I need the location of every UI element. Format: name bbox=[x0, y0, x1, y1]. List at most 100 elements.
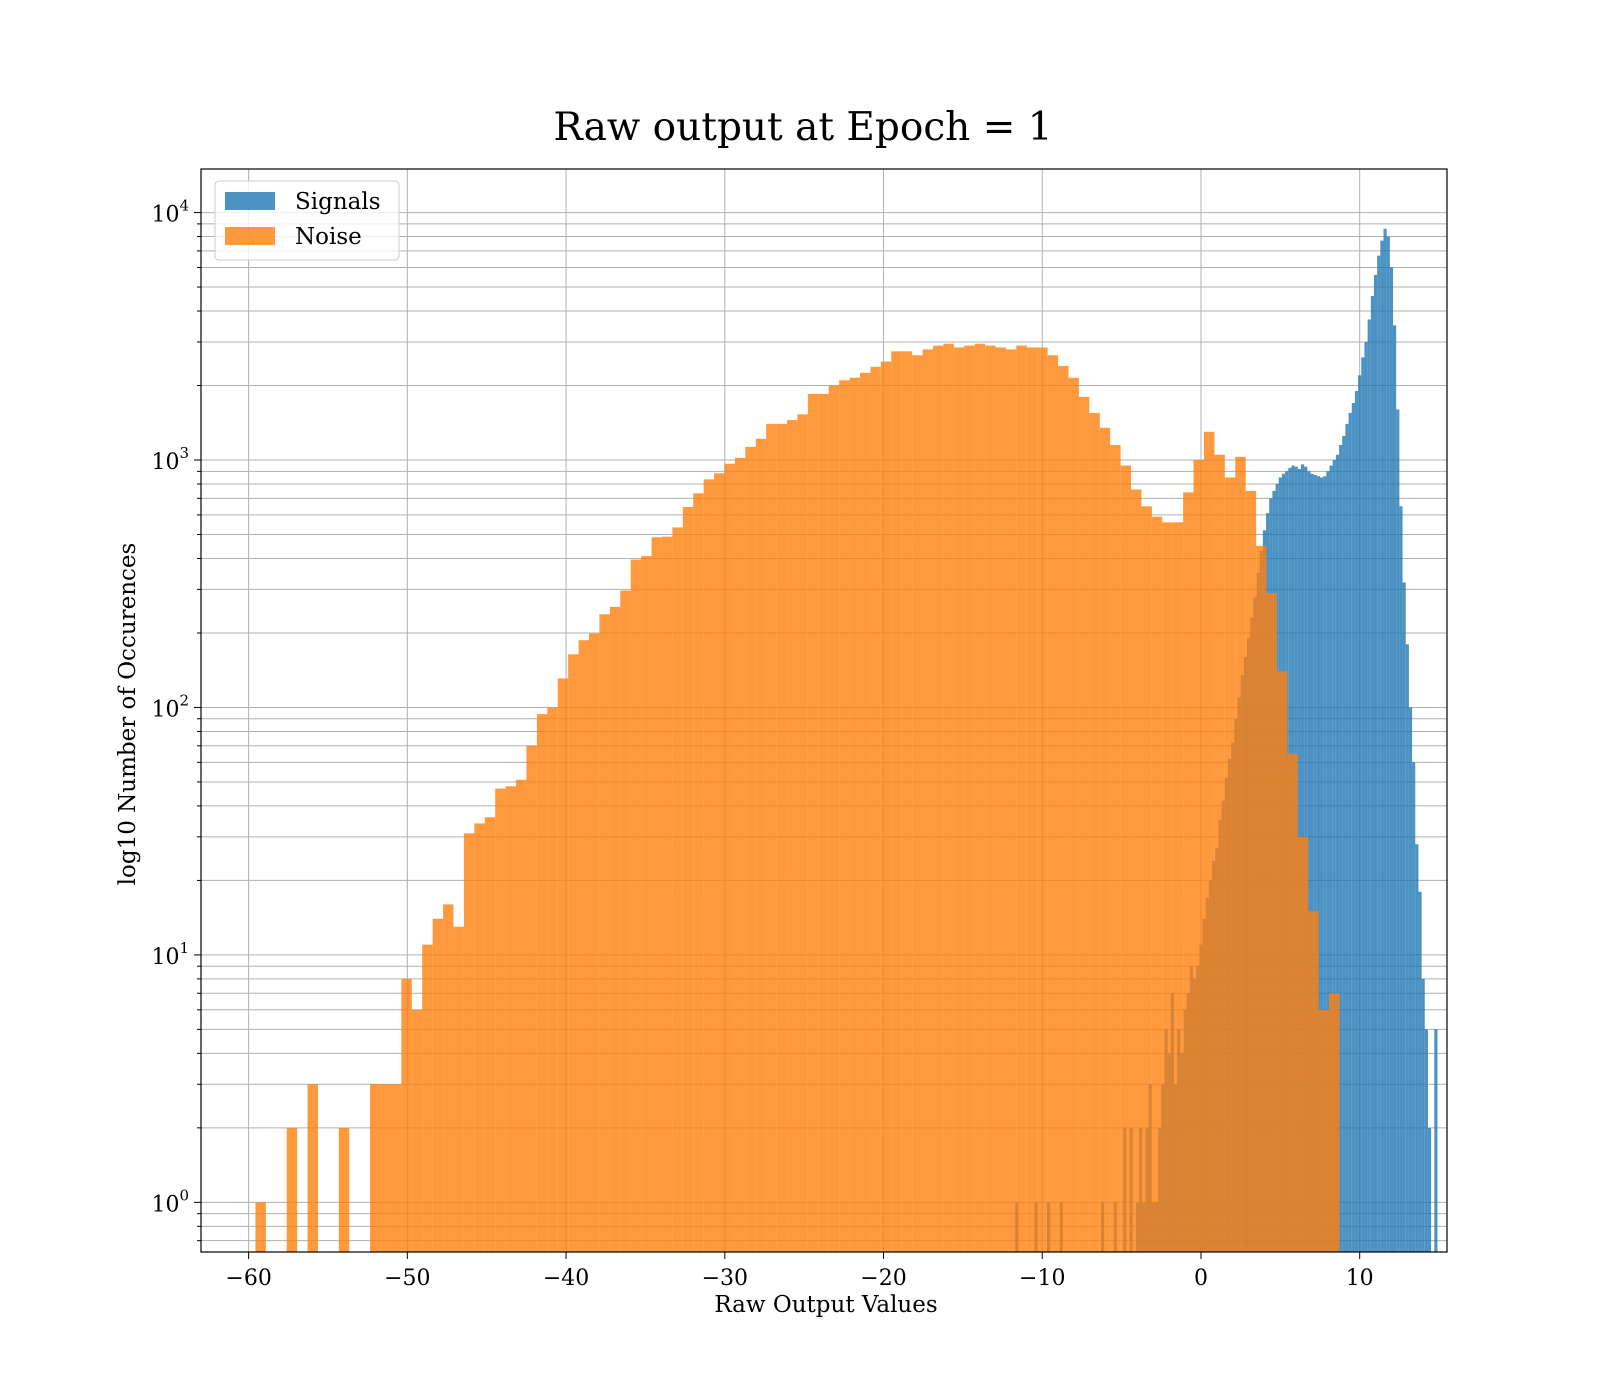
x-tick-label: −30 bbox=[702, 1266, 748, 1291]
histogram-bar bbox=[880, 361, 892, 1253]
histogram-bar bbox=[432, 918, 444, 1252]
histogram-bar bbox=[1415, 844, 1419, 1252]
histogram-bar bbox=[870, 366, 881, 1252]
histogram-bar bbox=[1318, 1009, 1330, 1252]
histogram-bar bbox=[1172, 522, 1184, 1252]
histogram-bar bbox=[1224, 477, 1236, 1252]
histogram-bar bbox=[443, 904, 454, 1252]
histogram-bar bbox=[1329, 993, 1340, 1252]
histogram-bar bbox=[307, 1084, 318, 1252]
y-tick-label-exponent: 2 bbox=[179, 691, 189, 709]
histogram-bar bbox=[1427, 1127, 1432, 1252]
histogram-bar bbox=[1120, 465, 1132, 1252]
y-tick-label-base: 10 bbox=[151, 203, 179, 228]
x-tick-label: 0 bbox=[1194, 1266, 1208, 1291]
histogram-bar bbox=[557, 678, 569, 1252]
histogram-bar bbox=[1089, 412, 1100, 1252]
histogram-bar bbox=[1245, 490, 1257, 1252]
histogram-bar bbox=[1354, 391, 1359, 1253]
histogram-bar bbox=[286, 1127, 298, 1252]
histogram-bar bbox=[1339, 444, 1343, 1253]
histogram-bar bbox=[422, 944, 433, 1252]
histogram-bar bbox=[849, 377, 861, 1252]
histogram-bar bbox=[818, 393, 829, 1253]
histogram-bar bbox=[1412, 762, 1416, 1252]
histogram-bar bbox=[1162, 522, 1173, 1252]
y-tick-label-base: 10 bbox=[151, 450, 179, 475]
histogram-bar bbox=[1377, 255, 1381, 1252]
histogram-bar bbox=[995, 347, 1006, 1252]
histogram-bar bbox=[1266, 593, 1277, 1252]
histogram-bar bbox=[1307, 471, 1311, 1252]
histogram-bar bbox=[568, 654, 579, 1252]
histogram-bar bbox=[1099, 427, 1111, 1252]
histogram-bar bbox=[1421, 978, 1425, 1252]
histogram-bar bbox=[1396, 409, 1400, 1252]
histogram-bar bbox=[1342, 436, 1346, 1252]
histogram-bar bbox=[547, 707, 558, 1252]
y-axis-label: log10 Number of Occurences bbox=[115, 543, 141, 886]
y-tick-label-base: 10 bbox=[151, 945, 179, 970]
x-axis-label: Raw Output Values bbox=[714, 1292, 937, 1318]
histogram-bar bbox=[1329, 465, 1333, 1252]
histogram-bar bbox=[1335, 454, 1340, 1252]
histogram-bar bbox=[1367, 319, 1371, 1252]
histogram-bar bbox=[755, 438, 767, 1253]
histogram-bar bbox=[1026, 347, 1038, 1252]
histogram-bar bbox=[661, 536, 673, 1252]
histogram-bar bbox=[620, 590, 631, 1252]
histogram-bar bbox=[1348, 412, 1352, 1252]
histogram-bar bbox=[338, 1127, 350, 1252]
histogram-bar bbox=[766, 423, 777, 1253]
histogram-bar bbox=[1297, 836, 1309, 1252]
histogram-bar bbox=[1141, 506, 1152, 1253]
histogram-bar bbox=[380, 1084, 391, 1252]
histogram-bar bbox=[1256, 545, 1267, 1252]
histogram-bar bbox=[1408, 707, 1413, 1252]
histogram-bar bbox=[588, 633, 600, 1252]
histogram-bar bbox=[1405, 644, 1409, 1252]
histogram-bar bbox=[932, 345, 944, 1252]
histogram-bar bbox=[1037, 347, 1048, 1252]
histogram-bar bbox=[901, 351, 913, 1252]
histogram-bar bbox=[1320, 477, 1324, 1252]
histogram-bar bbox=[609, 606, 621, 1252]
histogram-bar bbox=[714, 473, 725, 1252]
histogram-bar bbox=[536, 714, 548, 1252]
histogram-bar bbox=[1434, 1029, 1438, 1252]
histogram-bar bbox=[516, 779, 527, 1252]
x-tick-label: −60 bbox=[225, 1266, 271, 1291]
histogram-bar bbox=[953, 347, 965, 1252]
y-tick-label-exponent: 0 bbox=[179, 1186, 189, 1204]
histogram-bar bbox=[463, 833, 475, 1252]
histogram-bar bbox=[1131, 489, 1142, 1252]
histogram-bar bbox=[1068, 377, 1079, 1252]
histogram-bar bbox=[1310, 473, 1314, 1252]
histogram-bar bbox=[390, 1084, 402, 1252]
y-tick-label: 103 bbox=[151, 444, 189, 475]
histogram-bar bbox=[1193, 460, 1204, 1252]
histogram-bar bbox=[964, 345, 975, 1252]
histogram-bar bbox=[1326, 471, 1330, 1252]
histogram-bar bbox=[578, 640, 589, 1252]
histogram-bar bbox=[828, 385, 840, 1252]
histogram-bar bbox=[1235, 456, 1246, 1252]
histogram-bar bbox=[1276, 671, 1288, 1252]
histogram-bar bbox=[1323, 476, 1327, 1252]
histogram-bar bbox=[630, 559, 642, 1252]
histogram-bar bbox=[943, 343, 954, 1252]
histogram-bar bbox=[1358, 375, 1362, 1253]
histogram-bar bbox=[787, 420, 798, 1252]
y-tick-label-exponent: 4 bbox=[179, 197, 189, 215]
histogram-bar bbox=[1313, 474, 1317, 1252]
histogram-bar bbox=[922, 349, 933, 1253]
histogram-bar bbox=[411, 1009, 423, 1252]
histogram-bar bbox=[724, 463, 735, 1252]
histogram-bar bbox=[1418, 891, 1422, 1252]
histogram-bar bbox=[912, 355, 923, 1252]
legend-label-noise: Noise bbox=[295, 224, 362, 250]
histogram-bar bbox=[1203, 431, 1215, 1252]
y-tick-label: 100 bbox=[151, 1186, 189, 1217]
x-tick-label: −10 bbox=[1019, 1266, 1065, 1291]
